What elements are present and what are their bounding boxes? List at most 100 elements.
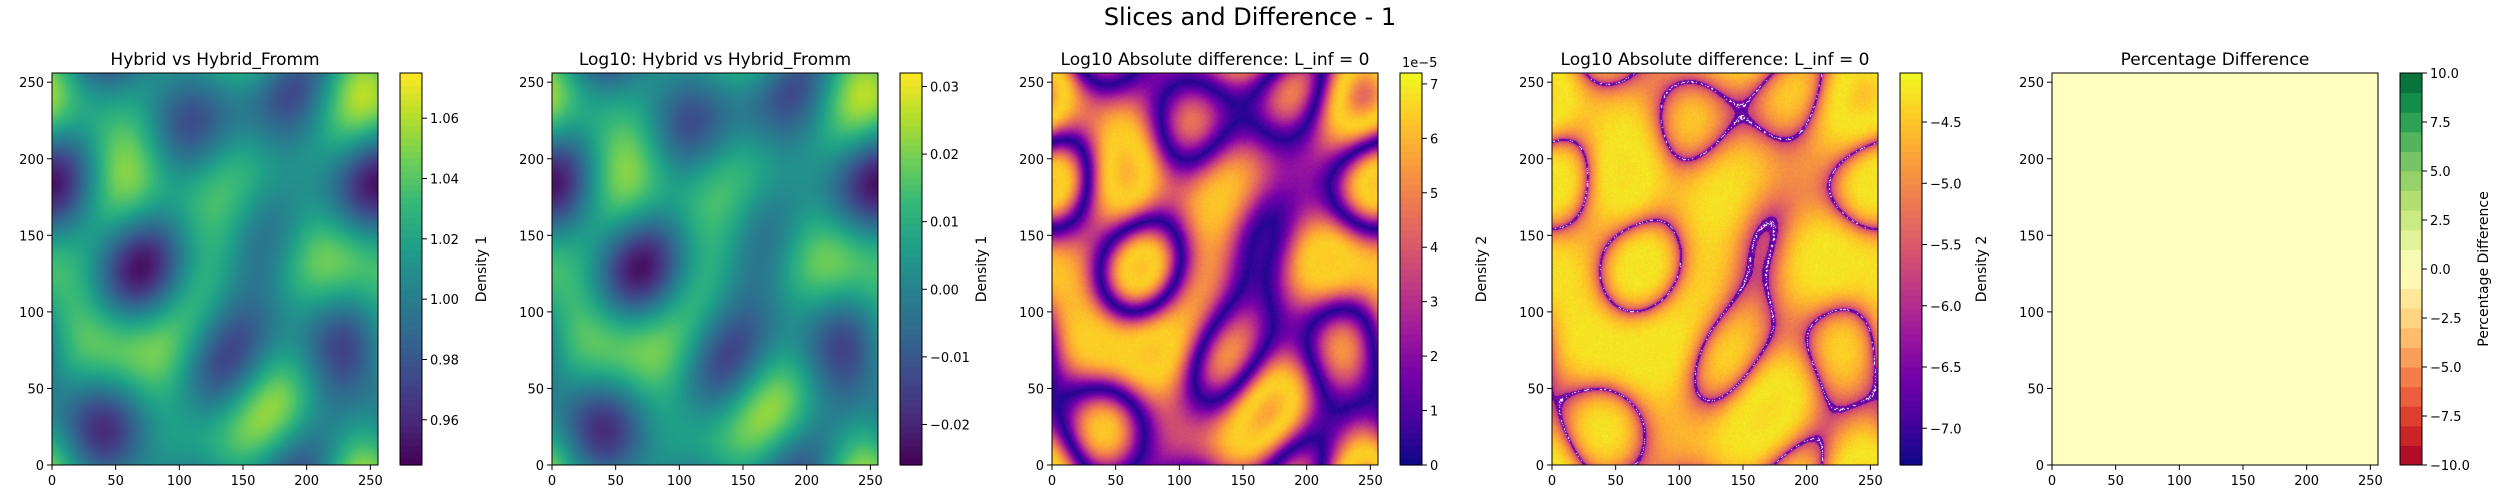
colorbar-segment [900,334,922,342]
colorbar-segment [1900,340,1922,348]
colorbar-segment [400,236,422,244]
colorbar-label: Density 1 [474,236,490,303]
colorbar-segment [900,92,922,100]
colorbar-segment [400,216,422,224]
colorbar-segment [1400,144,1422,152]
colorbar-segment [1400,406,1422,414]
colorbar-segment [900,347,922,355]
colorbar-segment [400,190,422,198]
colorbar-tick-label: 5.0 [2430,165,2451,180]
colorbar-segment [1400,340,1422,348]
colorbar-tick-label: 1.04 [430,173,459,188]
colorbar-segment [1900,386,1922,394]
colorbar-segment [1400,432,1422,440]
x-tick-label: 100 [2167,474,2192,489]
colorbar-segment [900,327,922,335]
y-tick-label: 150 [19,229,44,244]
colorbar-segment [400,79,422,87]
colorbar-segment [400,353,422,362]
colorbar-level [2400,327,2422,348]
y-tick-label: 150 [1519,229,1544,244]
colorbar-segment [1400,438,1422,446]
colorbar-segment [900,105,922,113]
y-tick-label: 250 [1019,76,1044,91]
x-tick-label: 200 [1794,474,1819,489]
colorbar-segment [1400,269,1422,277]
colorbar-segment [900,275,922,283]
colorbar-segment [1900,99,1922,107]
y-tick-label: 50 [1527,382,1544,397]
colorbar-segment [1400,451,1422,460]
colorbar-tick-label: −10.0 [2430,459,2470,474]
colorbar-tick-label: 7 [1430,78,1438,93]
heatmap-image [2052,73,2378,465]
x-tick-label: 0 [2048,474,2056,489]
colorbar-segment [900,419,922,427]
colorbar-segment [400,419,422,427]
colorbar-segment [400,360,422,368]
colorbar-segment [400,282,422,290]
colorbar-segment [900,79,922,87]
colorbar-segment [400,125,422,133]
colorbar-segment [900,399,922,407]
colorbar-segment [1900,105,1922,113]
colorbar-segment [1400,262,1422,270]
colorbar-segment [1400,203,1422,211]
colorbar-segment [900,412,922,420]
colorbar-segment [400,334,422,342]
colorbar-segment [1400,347,1422,355]
colorbar-segment [1900,157,1922,166]
plot-frame [2051,72,2379,466]
colorbar-segment [1900,360,1922,368]
colorbar-segment [400,275,422,283]
x-tick-label: 100 [667,474,692,489]
colorbar-segment [1900,125,1922,133]
colorbar-segment [400,347,422,355]
x-tick-label: 100 [1667,474,1692,489]
colorbar-segment [1400,112,1422,120]
colorbar-segment [1400,275,1422,283]
colorbar-level [2400,269,2422,290]
colorbar-segment [1900,144,1922,152]
x-tick-label: 50 [1107,474,1124,489]
colorbar-segment [400,210,422,218]
colorbar-segment [900,438,922,446]
colorbar-tick-label: 7.5 [2430,116,2451,131]
colorbar-segment [400,177,422,185]
colorbar-level [2400,406,2422,427]
colorbar-segment [1400,373,1422,381]
colorbar-segment [400,223,422,231]
colorbar-segment [1900,419,1922,427]
panel-3: Log10 Absolute difference: L_inf = 00 50 1… [1019,50,1490,489]
colorbar-segment [1400,314,1422,322]
colorbar-segment [1900,412,1922,420]
colorbar-segment [1900,79,1922,87]
colorbar-segment [400,308,422,316]
colorbar-segment [1900,458,1922,466]
colorbar-segment [1900,334,1922,342]
y-tick-label: 150 [2019,229,2044,244]
colorbar-segment [1900,406,1922,414]
colorbar-segment [1400,393,1422,401]
colorbar-segment [1900,92,1922,100]
x-tick-label: 0 [48,474,56,489]
colorbar-segment [1900,242,1922,250]
colorbar-segment [400,184,422,192]
colorbar-level [2400,367,2422,388]
colorbar-segment [400,380,422,388]
colorbar-segment [1400,282,1422,290]
colorbar-segment [1400,288,1422,296]
colorbar-tick-label: −6.5 [1930,361,1962,376]
colorbar-segment [1900,86,1922,94]
y-tick-label: 0 [536,459,544,474]
colorbar-segment [900,373,922,381]
colorbar-segment [1400,157,1422,166]
colorbar-segment [900,288,922,296]
colorbar-segment [1900,327,1922,335]
colorbar-segment [1400,321,1422,329]
colorbar-segment [1400,360,1422,368]
colorbar: 0 1 2 3 4 5 6 7 1e−5 Density 2 [1399,56,1490,474]
y-tick-label: 100 [1019,306,1044,321]
colorbar-segment [400,432,422,440]
